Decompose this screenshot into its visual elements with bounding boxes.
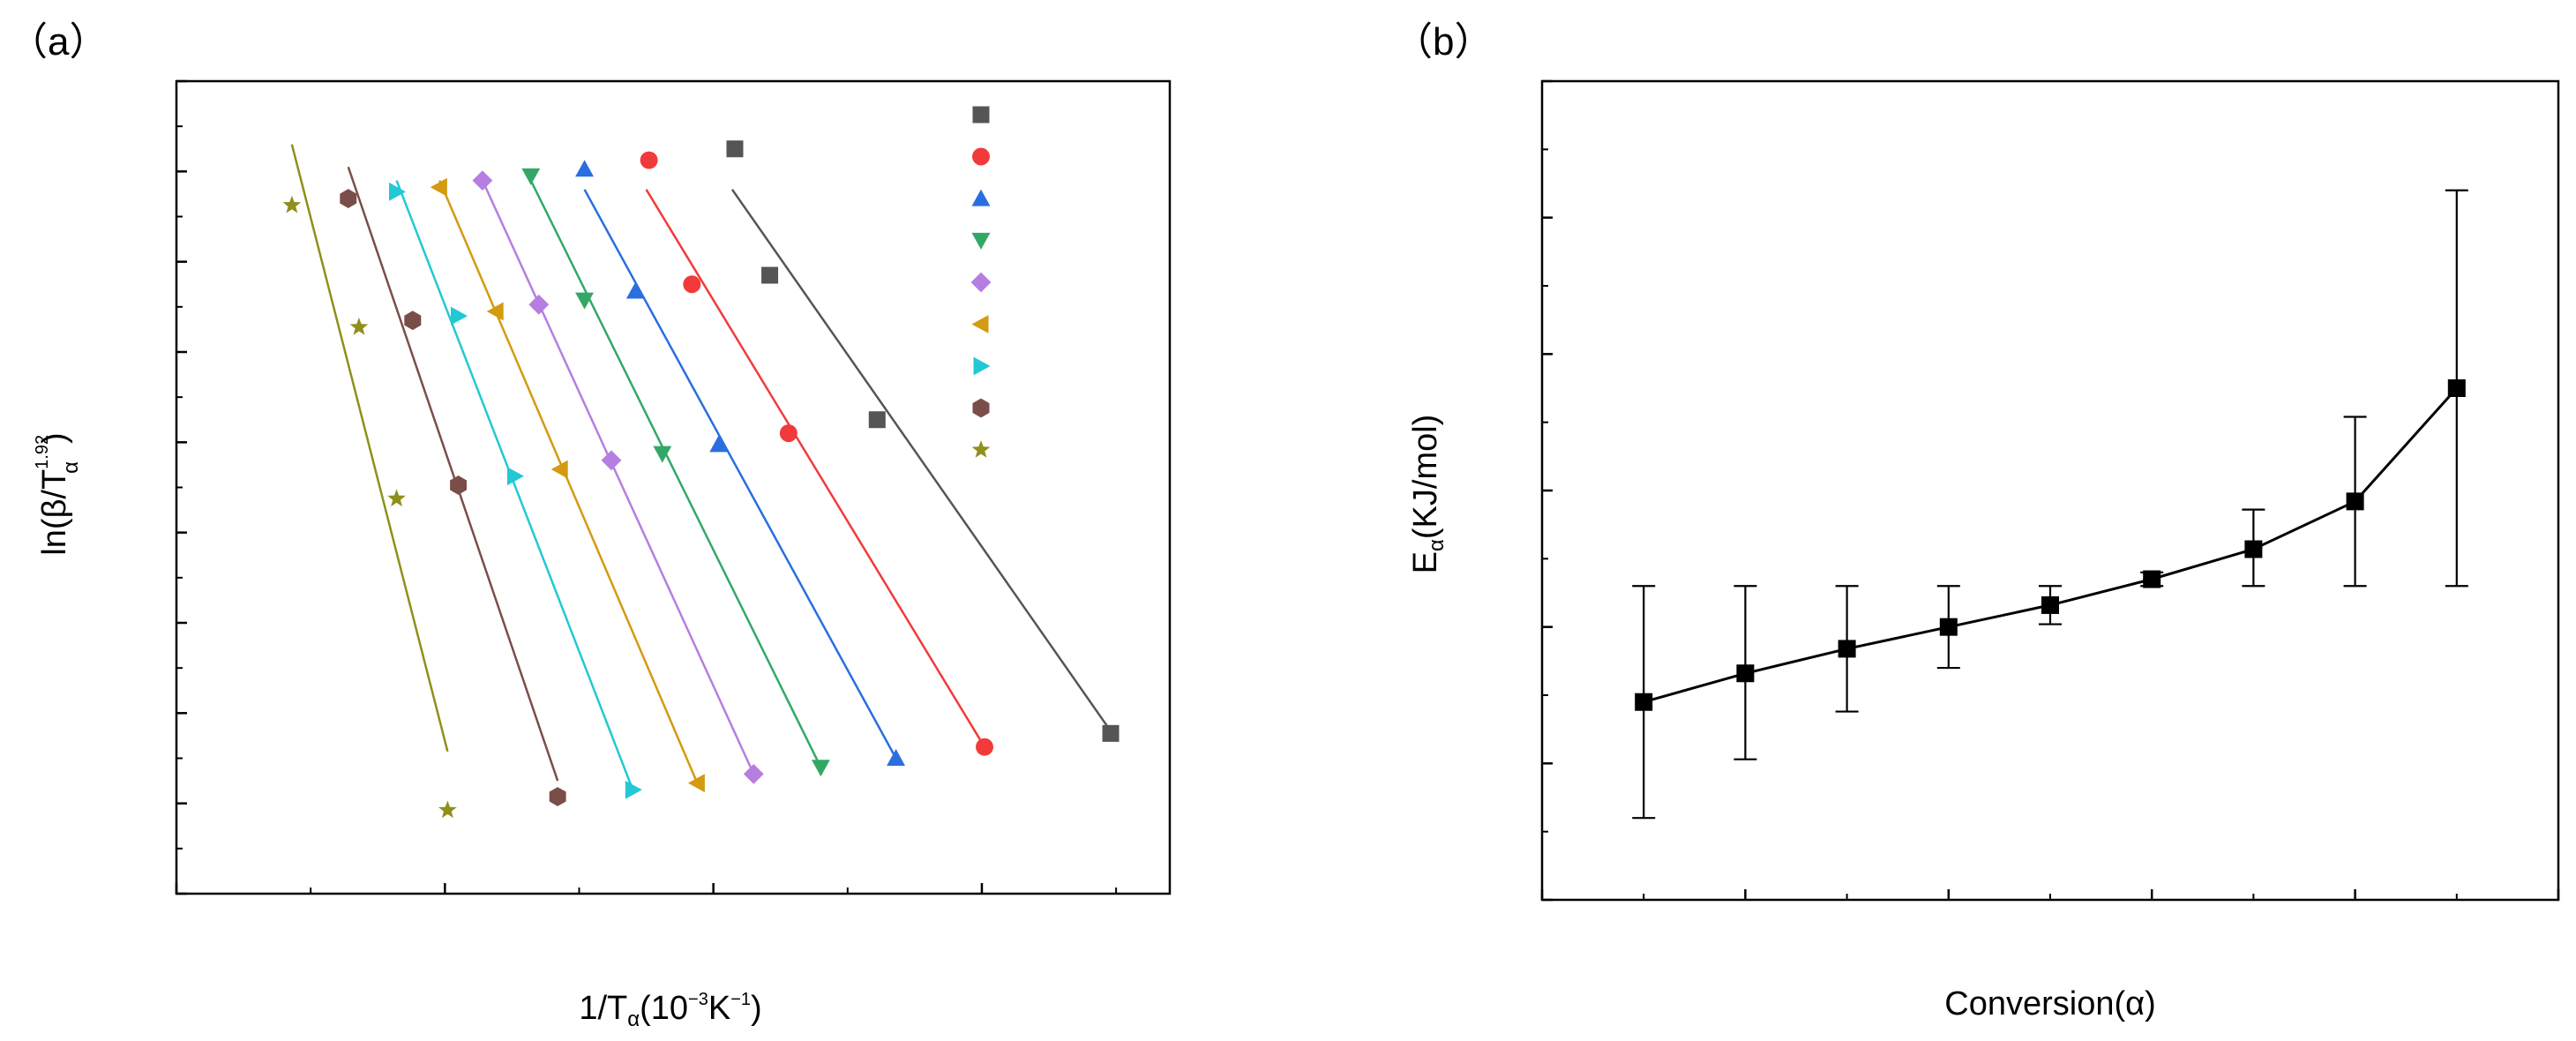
panel-a-data-point	[887, 749, 905, 766]
panel-a-data-point	[625, 780, 642, 799]
panel-a-legend-marker	[973, 356, 991, 376]
panel-a-data-point	[521, 168, 541, 185]
panel-a-marks	[175, 79, 1120, 895]
panel-a-data-point	[486, 302, 504, 321]
panel-b-marks	[1540, 79, 2560, 902]
panel-b-data-point	[2447, 379, 2466, 397]
panel-a-data-point	[450, 476, 467, 495]
panel-b-data-point	[2143, 570, 2161, 588]
panel-a-legend-marker	[971, 440, 991, 458]
panel-a-legend-marker	[971, 315, 989, 333]
panel-a-fit-line	[583, 189, 897, 760]
panel-b-data-point	[2244, 540, 2263, 558]
panel-a-data-point	[451, 306, 468, 326]
panel-b-data-point	[2346, 492, 2364, 511]
panel-a-data-point	[472, 170, 493, 191]
panel-b-data-point	[1939, 618, 1958, 636]
panel-a-plot-frame	[175, 79, 1172, 895]
panel-b-ylabel: Eα(KJ/mol)	[1407, 415, 1449, 574]
panel-a-fit-line	[529, 180, 822, 768]
panel-a-data-point	[726, 140, 744, 158]
panel-a-data-point	[575, 292, 594, 310]
panel-a-fit-line	[347, 166, 559, 782]
panel-b-data-point	[1635, 693, 1653, 711]
panel-a-xlabel: 1/Tα(10−3K−1)	[579, 990, 761, 1031]
panel-a-legend-marker	[972, 147, 990, 166]
panel-a-data-point	[430, 177, 447, 197]
panel-b-label: （b）	[1394, 20, 1493, 64]
panel-a-data-point	[976, 738, 993, 756]
panel-a-data-point	[528, 294, 550, 315]
panel-a-data-point	[601, 450, 622, 471]
panel-a-legend-marker	[971, 189, 991, 206]
panel-a-data-point	[743, 764, 764, 784]
panel-a-data-point	[687, 774, 705, 793]
panel-a-label: （a）	[9, 20, 108, 64]
panel-a-data-point	[387, 489, 406, 507]
panel-a-data-point	[653, 446, 672, 463]
panel-a-data-point	[438, 800, 457, 819]
panel-a-data-point	[349, 317, 369, 335]
panel-a-fit-line	[730, 189, 1112, 732]
panel-a-fit-line	[645, 189, 986, 748]
panel-a-legend-marker	[972, 398, 990, 418]
panel-b-xlabel: Conversion(α)	[1944, 985, 2156, 1022]
panel-a-ylabel: ln(β/T1.92 α)	[33, 432, 83, 555]
panel-a-data-point	[389, 182, 406, 201]
panel-a-data-point	[761, 266, 779, 284]
panel-a-data-point	[340, 189, 357, 208]
panel-a-data-point	[779, 424, 798, 443]
panel-a-data-point	[1102, 724, 1120, 742]
panel-a-data-point	[506, 467, 524, 486]
panel-b-data-point	[1736, 664, 1755, 683]
panel-a-data-point	[550, 460, 568, 479]
panel-a-fit-line	[395, 180, 634, 790]
panel-b-series-line	[1643, 386, 2458, 704]
panel-a-data-point	[625, 281, 645, 299]
panel-a-data-point	[575, 160, 594, 177]
panel-a-data-point	[640, 151, 658, 169]
panel-a-legend-marker	[970, 272, 992, 293]
panel-a-data-point	[811, 760, 830, 777]
panel-a-fit-line	[481, 180, 755, 775]
panel-b-data-point	[2041, 595, 2059, 614]
panel-a-fit-line	[438, 180, 699, 784]
panel-a-legend-marker	[972, 106, 990, 124]
panel-a-data-point	[683, 275, 701, 294]
panel-a-data-point	[709, 435, 729, 453]
panel-a-fit-line	[290, 144, 449, 753]
panel-a-data-point	[404, 311, 422, 331]
panel-a-data-point	[549, 787, 566, 806]
panel-a-legend-marker	[971, 232, 991, 250]
panel-b-data-point	[1838, 640, 1856, 658]
panel-a-data-point	[868, 411, 886, 429]
panel-b-plot-frame	[1540, 79, 2560, 902]
panel-a-data-point	[282, 195, 302, 213]
